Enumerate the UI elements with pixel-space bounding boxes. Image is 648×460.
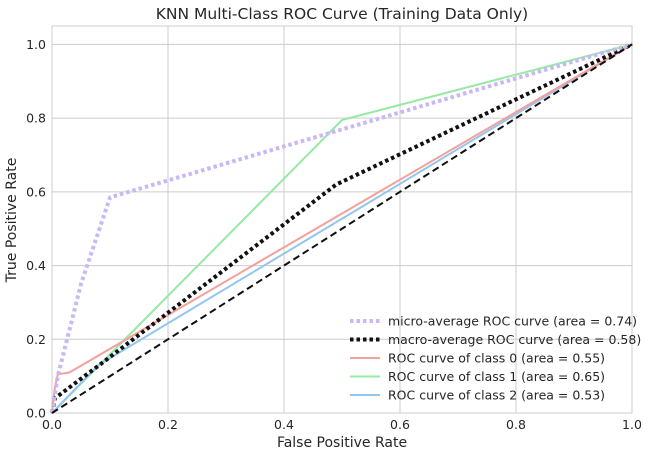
y-axis-label: True Positive Rate <box>4 158 20 284</box>
x-tick-label: 1.0 <box>622 417 642 432</box>
y-tick-label: 0.8 <box>26 111 46 126</box>
series-line-4 <box>51 43 633 414</box>
x-tick-label: 0.0 <box>42 417 62 432</box>
x-tick-label: 0.2 <box>158 417 178 432</box>
series-line-0 <box>50 42 633 414</box>
y-axis-ticks: 0.0 0.2 0.4 0.6 0.8 1.0 <box>26 37 46 421</box>
x-tick-label: 0.6 <box>390 417 410 432</box>
y-tick-label: 0.6 <box>26 184 46 199</box>
chance-diagonal-line <box>51 43 633 414</box>
legend-label-2: ROC curve of class 0 (area = 0.55) <box>388 351 605 366</box>
y-tick-label: 1.0 <box>26 37 46 52</box>
legend-label-4: ROC curve of class 2 (area = 0.53) <box>388 388 605 403</box>
x-tick-label: 0.4 <box>274 417 294 432</box>
y-tick-label: 0.0 <box>26 406 46 421</box>
series-line-3 <box>51 43 633 414</box>
x-tick-label: 0.8 <box>506 417 526 432</box>
series <box>50 42 633 414</box>
legend: micro-average ROC curve (area = 0.74) mac… <box>350 314 641 403</box>
y-tick-label: 0.2 <box>26 332 46 347</box>
legend-label-0: micro-average ROC curve (area = 0.74) <box>388 314 637 329</box>
chart-title: KNN Multi-Class ROC Curve (Training Data… <box>156 5 528 23</box>
legend-label-3: ROC curve of class 1 (area = 0.65) <box>388 369 605 384</box>
x-axis-ticks: 0.0 0.2 0.4 0.6 0.8 1.0 <box>42 417 642 432</box>
legend-label-1: macro-average ROC curve (area = 0.58) <box>388 332 641 347</box>
plot-frame <box>51 25 633 414</box>
y-tick-label: 0.4 <box>26 258 46 273</box>
x-axis-label: False Positive Rate <box>277 435 407 451</box>
